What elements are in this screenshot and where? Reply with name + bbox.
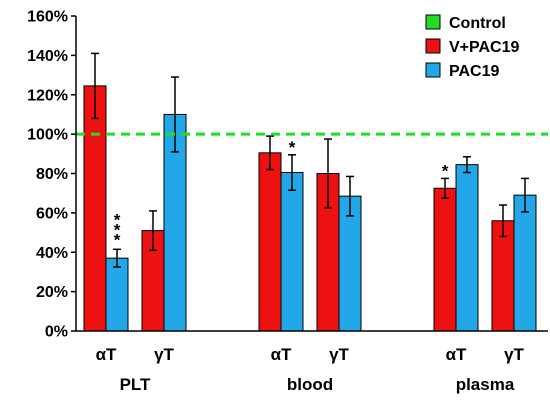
bar-PAC19-2 [280,172,304,332]
legend-swatch [425,62,441,78]
bar-PAC19-0 [105,257,129,332]
significance-marker: *** [114,210,121,249]
legend-label: V+PAC19 [449,39,520,56]
x-tick-label: αT [271,345,292,364]
y-tick-label: 40% [36,245,68,262]
y-tick-label: 140% [27,48,68,65]
significance-marker: * [289,138,296,157]
bar-PAC19-5 [513,194,537,332]
y-tick-label: 120% [27,87,68,104]
bars-layer [83,85,537,332]
x-tick-label: γT [329,345,349,364]
legend-label: Control [449,15,506,32]
x-tick-label: γT [504,345,524,364]
y-tick-label: 80% [36,166,68,183]
y-tick-label: 160% [27,9,68,26]
legend-swatch [425,14,441,30]
x-tick-label: αT [446,345,467,364]
bar-V+PAC19-0 [83,85,107,332]
y-tick-label: 0% [45,324,68,341]
bar-V+PAC19-2 [258,152,282,332]
significance-asterisk: * [114,210,121,229]
x-tick-label: αT [96,345,117,364]
significance-asterisk: * [289,138,296,157]
group-label: blood [287,375,333,394]
significance-asterisk: * [114,220,121,239]
legend: Control V+PAC19 PAC19 [425,14,520,80]
significance-asterisk: * [442,161,449,180]
y-tick-label: 100% [27,127,68,144]
axis-layer: 0% 20% 40% 60% 80% 100% 120% 140% 160% [27,9,548,341]
y-tick-label: 20% [36,284,68,301]
x-tick-label: γT [154,345,174,364]
significance-marker: * [442,161,449,180]
legend-label: PAC19 [449,63,499,80]
group-label: plasma [456,375,515,394]
significance-asterisk: * [114,230,121,249]
y-tick-label: 60% [36,205,68,222]
bar-V+PAC19-5 [491,220,515,332]
bar-PAC19-4 [455,164,479,332]
error-bars-layer [91,52,529,268]
group-label: PLT [120,375,151,394]
legend-swatch [425,38,441,54]
bar-V+PAC19-4 [433,187,457,332]
